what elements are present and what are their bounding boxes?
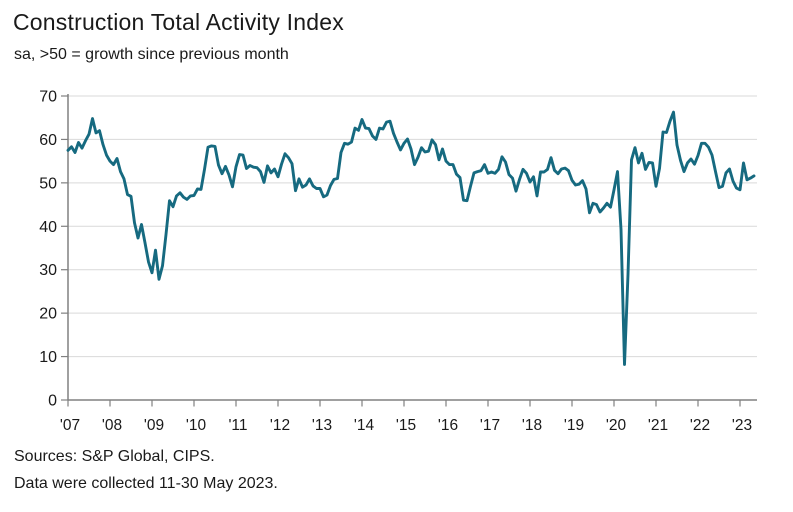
svg-text:20: 20: [39, 306, 57, 323]
y-gridlines: [68, 95, 757, 358]
svg-text:0: 0: [48, 393, 57, 410]
svg-text:'12: '12: [270, 417, 290, 434]
x-tick-labels: '07 '08 '09 '10 '11 '12 '13 '14 '15 '16 '17 '18 '19 '…: [60, 417, 752, 434]
tick-marks: [61, 95, 741, 407]
svg-text:70: 70: [39, 89, 57, 106]
series-line: [66, 110, 756, 366]
axes: [67, 94, 757, 401]
collection-note: Data were collected 11-30 May 2023.: [14, 475, 278, 492]
svg-text:'22: '22: [690, 417, 710, 434]
svg-text:30: 30: [39, 262, 57, 279]
y-tick-labels: 0 10 20 30 40 50 60 70: [39, 89, 57, 410]
svg-text:'23: '23: [732, 417, 752, 434]
svg-text:'19: '19: [564, 417, 584, 434]
svg-text:'09: '09: [144, 417, 164, 434]
svg-text:'11: '11: [228, 417, 247, 434]
source-note: Sources: S&P Global, CIPS.: [14, 448, 215, 465]
chart-subtitle: sa, >50 = growth since previous month: [14, 46, 289, 63]
svg-text:'14: '14: [354, 417, 375, 434]
svg-text:60: 60: [39, 132, 57, 149]
svg-text:'17: '17: [480, 417, 500, 434]
svg-text:'18: '18: [522, 417, 542, 434]
svg-text:'07: '07: [60, 417, 80, 434]
svg-text:'16: '16: [438, 417, 458, 434]
chart-title: Construction Total Activity Index: [13, 9, 344, 35]
svg-text:50: 50: [39, 175, 57, 192]
svg-text:'15: '15: [396, 417, 416, 434]
svg-text:'08: '08: [102, 417, 122, 434]
svg-text:'20: '20: [606, 417, 627, 434]
svg-text:40: 40: [39, 219, 57, 236]
svg-text:10: 10: [39, 349, 57, 366]
svg-text:'21: '21: [648, 417, 668, 434]
svg-text:'13: '13: [312, 417, 332, 434]
svg-text:'10: '10: [186, 417, 207, 434]
